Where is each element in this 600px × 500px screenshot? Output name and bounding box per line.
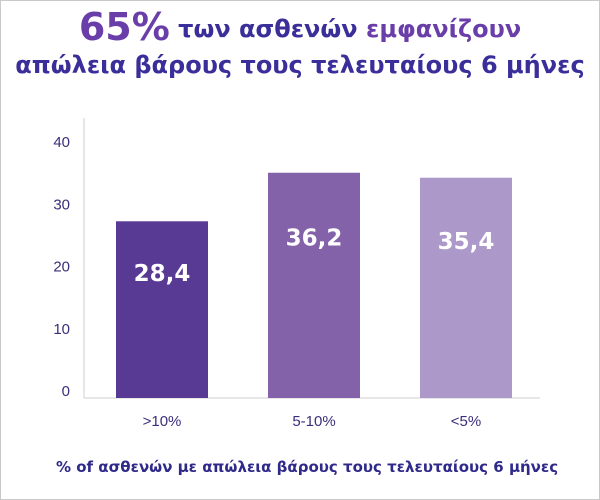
x-category-label: >10% — [143, 413, 182, 430]
y-tick-label: 40 — [53, 134, 70, 151]
title-part-2: εμφανίζουν — [365, 15, 522, 43]
y-axis-ticks: 0 10 20 30 40 — [53, 134, 70, 400]
chart-title: 65% των ασθενών εμφανίζουν απώλεια βάρου… — [0, 5, 600, 79]
y-tick-label: 0 — [62, 383, 70, 400]
category-labels: >10% 5-10% <5% — [143, 413, 482, 430]
bar — [116, 221, 208, 398]
bars-group: 28,4 36,2 35,4 — [116, 172, 512, 398]
bar — [268, 172, 360, 398]
y-tick-label: 10 — [53, 321, 70, 338]
bar-data-label: 36,2 — [286, 226, 343, 252]
y-tick-label: 30 — [53, 196, 70, 213]
bar — [420, 177, 512, 398]
title-line-1: 65% των ασθενών εμφανίζουν — [0, 5, 600, 50]
title-part-1: των ασθενών — [169, 15, 366, 43]
y-tick-label: 20 — [53, 259, 70, 276]
title-percentage: 65% — [78, 5, 170, 49]
x-category-label: <5% — [451, 413, 481, 430]
bar-data-label: 35,4 — [438, 229, 495, 255]
chart-footnote: % of ασθενών με απώλεια βάρους τους τελε… — [56, 458, 559, 476]
x-category-label: 5-10% — [292, 413, 335, 430]
bar-data-label: 28,4 — [134, 261, 191, 287]
title-line-2: απώλεια βάρους τους τελευταίους 6 μήνες — [15, 50, 585, 79]
